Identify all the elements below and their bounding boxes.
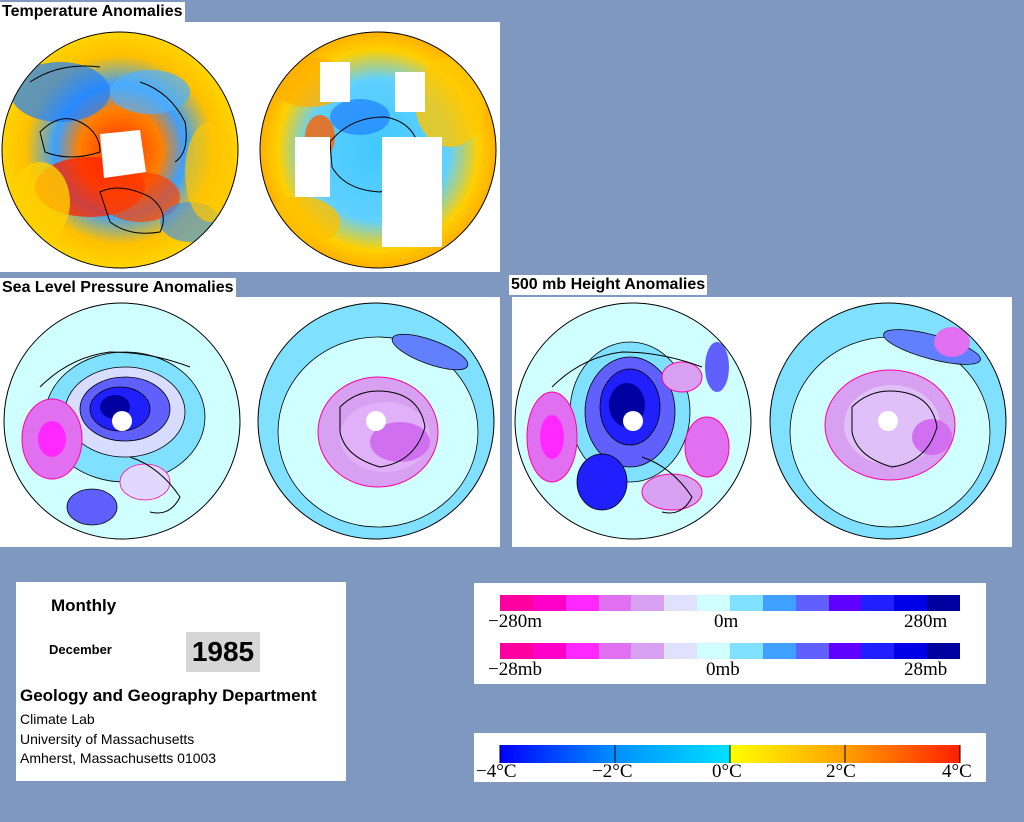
height-left-label: −280m: [488, 611, 542, 633]
department-label: Geology and Geography Department: [20, 686, 317, 706]
address-label: Amherst, Massachusetts 01003: [20, 750, 216, 766]
pressure-swatch-13: [927, 643, 960, 659]
height-swatch-11: [861, 595, 894, 611]
temp-label-2: 0°C: [712, 761, 742, 783]
temp-label-0: −4°C: [476, 761, 517, 783]
height-panel: [512, 297, 1012, 547]
height-swatch-10: [829, 595, 862, 611]
pressure-swatch-9: [796, 643, 829, 659]
info-box: Monthly December 1985 Geology and Geogra…: [16, 582, 346, 781]
anomaly-scale-box: −280m 0m 280m −28mb 0mb 28mb: [474, 583, 986, 684]
height-swatch-5: [664, 595, 697, 611]
height-sh-map: [770, 303, 1006, 539]
temperature-sh-map: [260, 32, 496, 268]
height-swatch-8: [763, 595, 796, 611]
height-title: 500 mb Height Anomalies: [509, 275, 707, 295]
height-center-label: 0m: [714, 611, 738, 633]
slp-title: Sea Level Pressure Anomalies: [0, 278, 236, 298]
slp-nh-map: [4, 303, 240, 539]
pressure-right-label: 28mb: [904, 659, 947, 681]
pressure-swatch-12: [894, 643, 927, 659]
lab-label: Climate Lab: [20, 711, 95, 727]
temperature-nh-map: [2, 32, 238, 268]
temp-label-3: 2°C: [826, 761, 856, 783]
height-swatch-6: [697, 595, 730, 611]
height-swatch-9: [796, 595, 829, 611]
pressure-center-label: 0mb: [706, 659, 740, 681]
height-swatch-0: [500, 595, 533, 611]
pressure-swatch-2: [566, 643, 599, 659]
temperature-title: Temperature Anomalies: [0, 2, 185, 22]
slp-maps: [0, 297, 500, 547]
height-swatch-2: [566, 595, 599, 611]
pressure-colorbar: [500, 643, 960, 659]
pressure-left-label: −28mb: [488, 659, 542, 681]
university-label: University of Massachusetts: [20, 731, 194, 747]
height-colorbar: [500, 595, 960, 611]
pressure-swatch-3: [599, 643, 632, 659]
height-swatch-1: [533, 595, 566, 611]
temperature-panel: [0, 22, 500, 272]
height-swatch-12: [894, 595, 927, 611]
height-swatch-4: [631, 595, 664, 611]
pressure-swatch-6: [697, 643, 730, 659]
height-right-label: 280m: [904, 611, 947, 633]
pressure-swatch-5: [664, 643, 697, 659]
temp-label-1: −2°C: [592, 761, 633, 783]
pressure-swatch-7: [730, 643, 763, 659]
pressure-swatch-0: [500, 643, 533, 659]
year-label: 1985: [186, 632, 260, 672]
temperature-scale-box: −4°C −2°C 0°C 2°C 4°C: [474, 733, 986, 782]
height-nh-map: [515, 303, 751, 539]
height-maps: [512, 297, 1012, 547]
temp-label-4: 4°C: [942, 761, 972, 783]
height-swatch-7: [730, 595, 763, 611]
slp-panel: [0, 297, 500, 547]
pressure-swatch-10: [829, 643, 862, 659]
pressure-swatch-8: [763, 643, 796, 659]
month-label: December: [49, 642, 112, 657]
height-swatch-3: [599, 595, 632, 611]
temperature-maps: [0, 22, 500, 272]
height-swatch-13: [927, 595, 960, 611]
pressure-swatch-11: [861, 643, 894, 659]
slp-sh-map: [258, 303, 494, 539]
pressure-swatch-1: [533, 643, 566, 659]
period-label: Monthly: [51, 596, 116, 616]
pressure-swatch-4: [631, 643, 664, 659]
